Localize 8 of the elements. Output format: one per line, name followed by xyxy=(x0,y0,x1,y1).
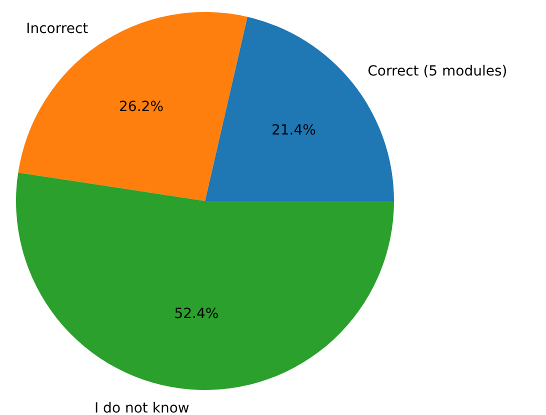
data-label: 26.2% xyxy=(119,99,164,116)
slice-label: I do not know xyxy=(94,400,190,415)
pie-slice xyxy=(18,12,248,201)
pie-slice xyxy=(16,172,394,390)
slice-label: Correct (5 modules) xyxy=(368,64,508,80)
slice-label: Incorrect xyxy=(26,21,89,38)
data-label: 21.4% xyxy=(271,122,316,138)
data-label: 52.4% xyxy=(174,306,219,322)
